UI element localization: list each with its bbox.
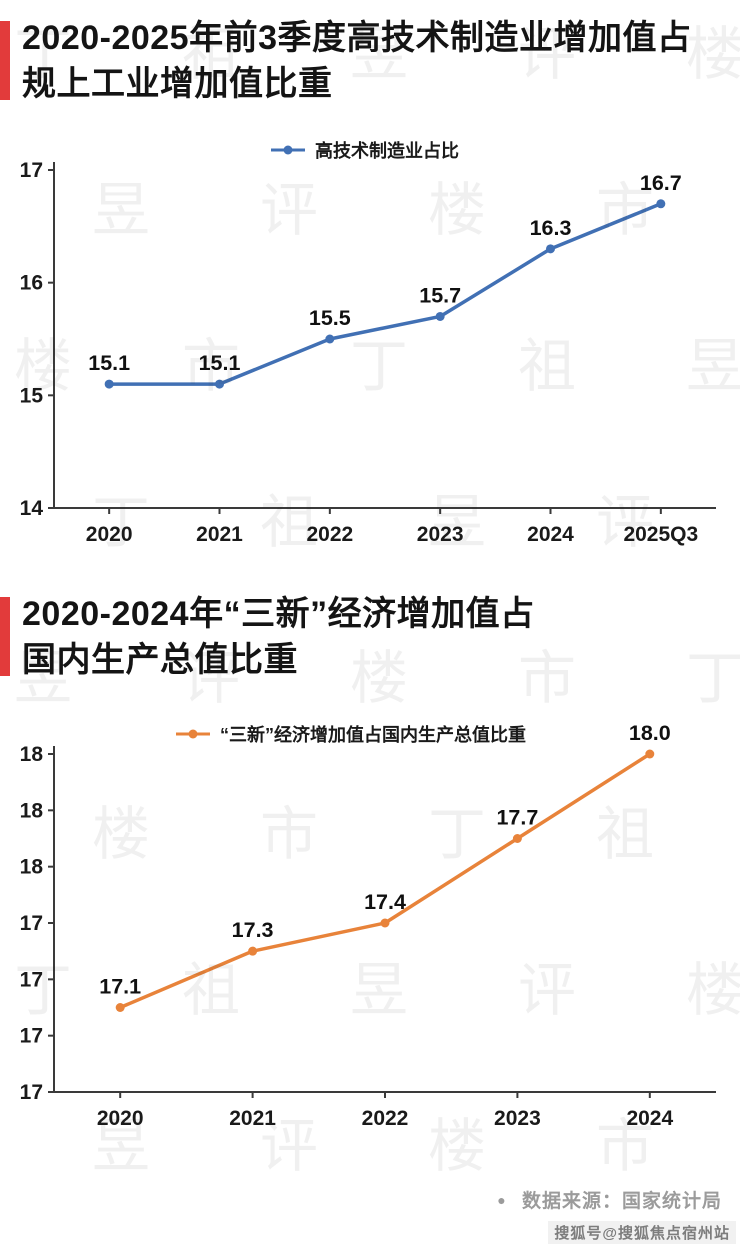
legend-marker [188,729,198,739]
chart1-title: 2020-2025年前3季度高技术制造业增加值占 规上工业增加值比重 [0,14,740,109]
data-point-marker [248,946,258,956]
y-tick-label: 14 [20,497,44,520]
data-point-marker [215,379,224,389]
data-line [118,752,652,1010]
title2-accent-bar [0,597,10,677]
data-point-marker [115,1003,125,1012]
chart1-title-line1: 2020-2025年前3季度高技术制造业增加值占 [22,19,692,57]
data-point-label: 15.1 [88,351,130,375]
data-line [107,202,663,386]
legend-marker [283,145,293,155]
data-point-label: 18.0 [629,721,671,745]
data-point-marker [645,749,655,759]
data-point-marker [104,379,114,389]
data-point-label: 15.7 [419,283,461,307]
line-chart: 17 17 17 17 18 18 18 2020 2021 2022 2023 2024 17.1 17… [20,721,716,1130]
y-tick-label: 17 [20,1081,43,1104]
legend-label: 高技术制造业占比 [315,140,459,161]
chart-high-tech-share: 14 15 16 17 2020 2021 2022 2023 2024 2025Q3 15.1 15… [0,126,740,566]
source-bullet-icon: ● [497,1192,507,1208]
y-tick-label: 16 [20,272,43,295]
y-tick-label: 18 [20,743,44,766]
x-tick-label: 2022 [362,1107,409,1130]
x-tick-label: 2025Q3 [623,523,698,546]
chart1-title-line2: 规上工业增加值比重 [22,64,333,103]
chart2-title: 2020-2024年“三新”经济增加值占 国内生产总值比重 [0,590,740,685]
y-tick-label: 18 [20,799,44,822]
data-point-label: 15.5 [309,306,351,330]
x-tick-label: 2023 [494,1107,541,1130]
line-chart: 14 15 16 17 2020 2021 2022 2023 2024 2025Q3 15.1 15… [20,140,716,546]
y-tick-label: 18 [20,856,44,879]
data-point-label: 17.4 [364,890,406,914]
data-point-label: 17.7 [496,806,538,830]
x-tick-label: 2020 [97,1107,144,1130]
data-point-label: 16.7 [640,171,682,195]
x-tick-label: 2023 [417,523,464,546]
chart-three-new-share: 17 17 17 17 18 18 18 2020 2021 2022 2023 2024 17.1 17… [0,710,740,1150]
data-point-label: 17.1 [99,975,141,999]
title1-accent-bar [0,21,10,101]
x-tick-label: 2022 [306,523,353,546]
x-tick-label: 2020 [86,523,133,546]
x-tick-label: 2021 [229,1107,276,1130]
x-tick-label: 2024 [626,1107,673,1130]
data-point-marker [380,918,390,928]
data-point-label: 15.1 [199,351,241,375]
data-point-marker [546,244,555,254]
data-point-marker [325,334,335,344]
y-tick-label: 17 [20,159,43,182]
x-tick-label: 2024 [527,523,574,546]
y-tick-label: 17 [20,1025,43,1048]
sohu-watermark: 搜狐号@搜狐焦点宿州站 [548,1221,736,1244]
y-tick-label: 17 [20,968,43,991]
data-point-label: 16.3 [530,216,572,240]
chart2-title-line1: 2020-2024年“三新”经济增加值占 [22,595,535,633]
data-point-marker [512,834,522,843]
data-source: ● 数据来源：国家统计局 [497,1186,722,1213]
legend-label: “三新”经济增加值占国内生产总值比重 [220,724,526,745]
y-tick-label: 17 [20,912,43,935]
data-point-marker [435,311,445,321]
data-point-label: 17.3 [232,918,274,942]
data-source-text: 数据来源：国家统计局 [521,1191,722,1212]
data-point-marker [656,199,666,209]
chart2-title-line2: 国内生产总值比重 [22,640,298,679]
y-tick-label: 15 [20,384,44,407]
x-tick-label: 2021 [196,523,243,546]
